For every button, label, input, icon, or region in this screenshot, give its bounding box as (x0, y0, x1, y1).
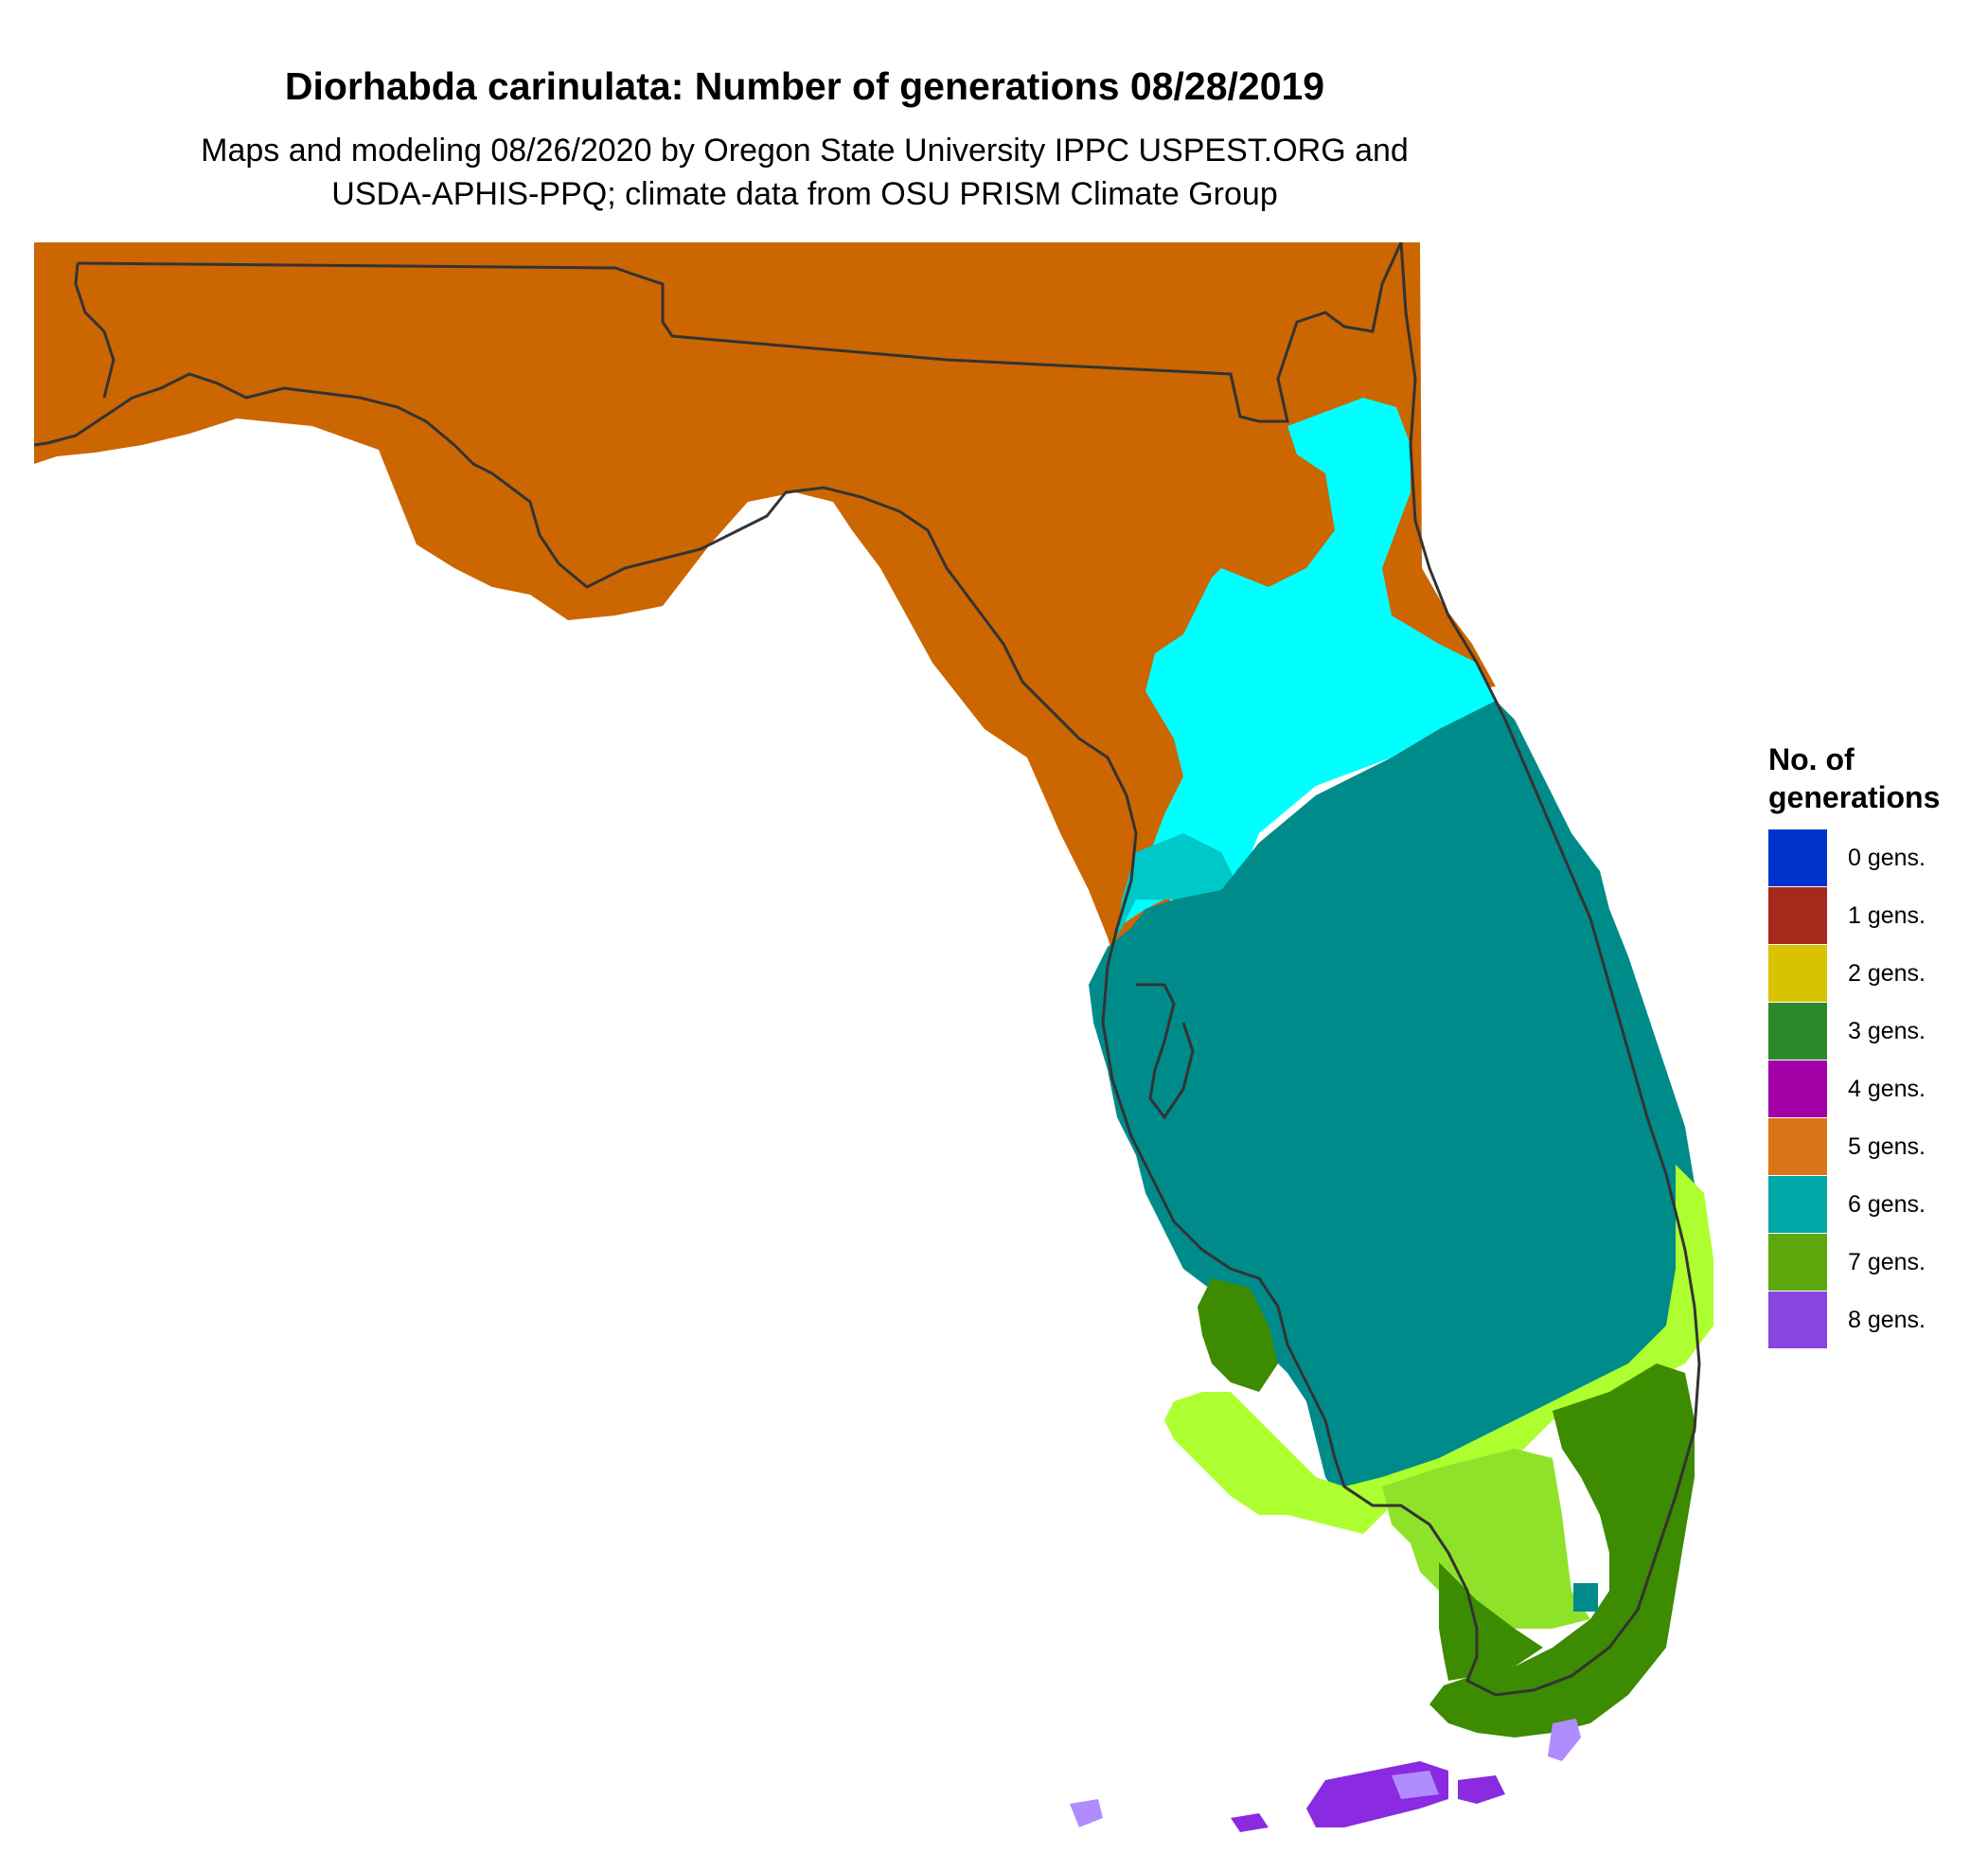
legend-swatch (1768, 1003, 1827, 1060)
legend-item: 2 gens. (1768, 945, 1982, 1003)
zone-north-central-6-gens-cyan (1117, 398, 1496, 928)
legend-swatch (1768, 1176, 1827, 1233)
legend-item: 0 gens. (1768, 829, 1982, 887)
zone-keys-8-gens-light (1548, 1719, 1581, 1761)
legend: No. of generations 0 gens. 1 gens. 2 gens.… (1768, 740, 1982, 1349)
legend-item: 7 gens. (1768, 1234, 1982, 1292)
legend-item: 5 gens. (1768, 1118, 1982, 1176)
legend-label: 0 gens. (1848, 845, 1926, 871)
legend-swatch (1768, 945, 1827, 1002)
legend-item: 4 gens. (1768, 1060, 1982, 1118)
zone-keys-8-gens-light-3 (1392, 1771, 1439, 1799)
legend-label: 6 gens. (1848, 1191, 1926, 1218)
legend-item: 8 gens. (1768, 1292, 1982, 1349)
legend-swatch (1768, 887, 1827, 944)
zone-lake-6-gens (1573, 1583, 1598, 1612)
legend-item: 3 gens. (1768, 1003, 1982, 1060)
zone-south-7-gens-mid (1382, 1449, 1590, 1629)
legend-swatch (1768, 1060, 1827, 1117)
legend-title-line-2: generations (1768, 780, 1941, 814)
legend-label: 8 gens. (1848, 1307, 1926, 1333)
legend-label: 2 gens. (1848, 960, 1926, 987)
legend-swatch (1768, 1292, 1827, 1348)
legend-label: 5 gens. (1848, 1133, 1926, 1160)
zone-keys-8-gens-light-2 (1070, 1799, 1103, 1827)
zone-south-7-gens-light (1164, 1165, 1713, 1534)
legend-label: 3 gens. (1848, 1018, 1926, 1044)
map-subtitle-line-1: Maps and modeling 08/26/2020 by Oregon S… (201, 133, 1409, 169)
legend-label: 7 gens. (1848, 1249, 1926, 1275)
zone-cape-7-gens-dark (1439, 1562, 1543, 1681)
legend-swatch (1768, 829, 1827, 886)
zone-keys-8-gens-2 (1458, 1775, 1505, 1804)
georgia-border-line (77, 241, 1403, 423)
legend-items: 0 gens. 1 gens. 2 gens. 3 gens. 4 gens. 5 gen… (1768, 829, 1982, 1349)
alabama-border-line (74, 262, 115, 399)
legend-item: 6 gens. (1768, 1176, 1982, 1234)
legend-title-line-1: No. of (1768, 742, 1855, 776)
florida-generation-map (33, 241, 1713, 1832)
legend-swatch (1768, 1234, 1827, 1291)
zone-south-7-gens-dark (1429, 1363, 1695, 1737)
zone-keys-8-gens-3 (1231, 1813, 1269, 1832)
legend-item: 1 gens. (1768, 887, 1982, 945)
zone-southwest-7-gens-dark (1198, 1278, 1278, 1392)
zone-north-central-6-gens-mid (1117, 833, 1240, 937)
legend-title: No. of generations (1768, 740, 1982, 816)
legend-label: 1 gens. (1848, 902, 1926, 929)
legend-swatch (1768, 1118, 1827, 1175)
tampa-bay-line (1136, 983, 1195, 1120)
legend-label: 4 gens. (1848, 1076, 1926, 1102)
state-border-line (33, 241, 1701, 1697)
zone-panhandle-5-gens (34, 242, 1496, 985)
map-subtitle-line-2: USDA-APHIS-PPQ; climate data from OSU PR… (331, 176, 1278, 212)
map-title: Diorhabda carinulata: Number of generati… (284, 64, 1325, 108)
